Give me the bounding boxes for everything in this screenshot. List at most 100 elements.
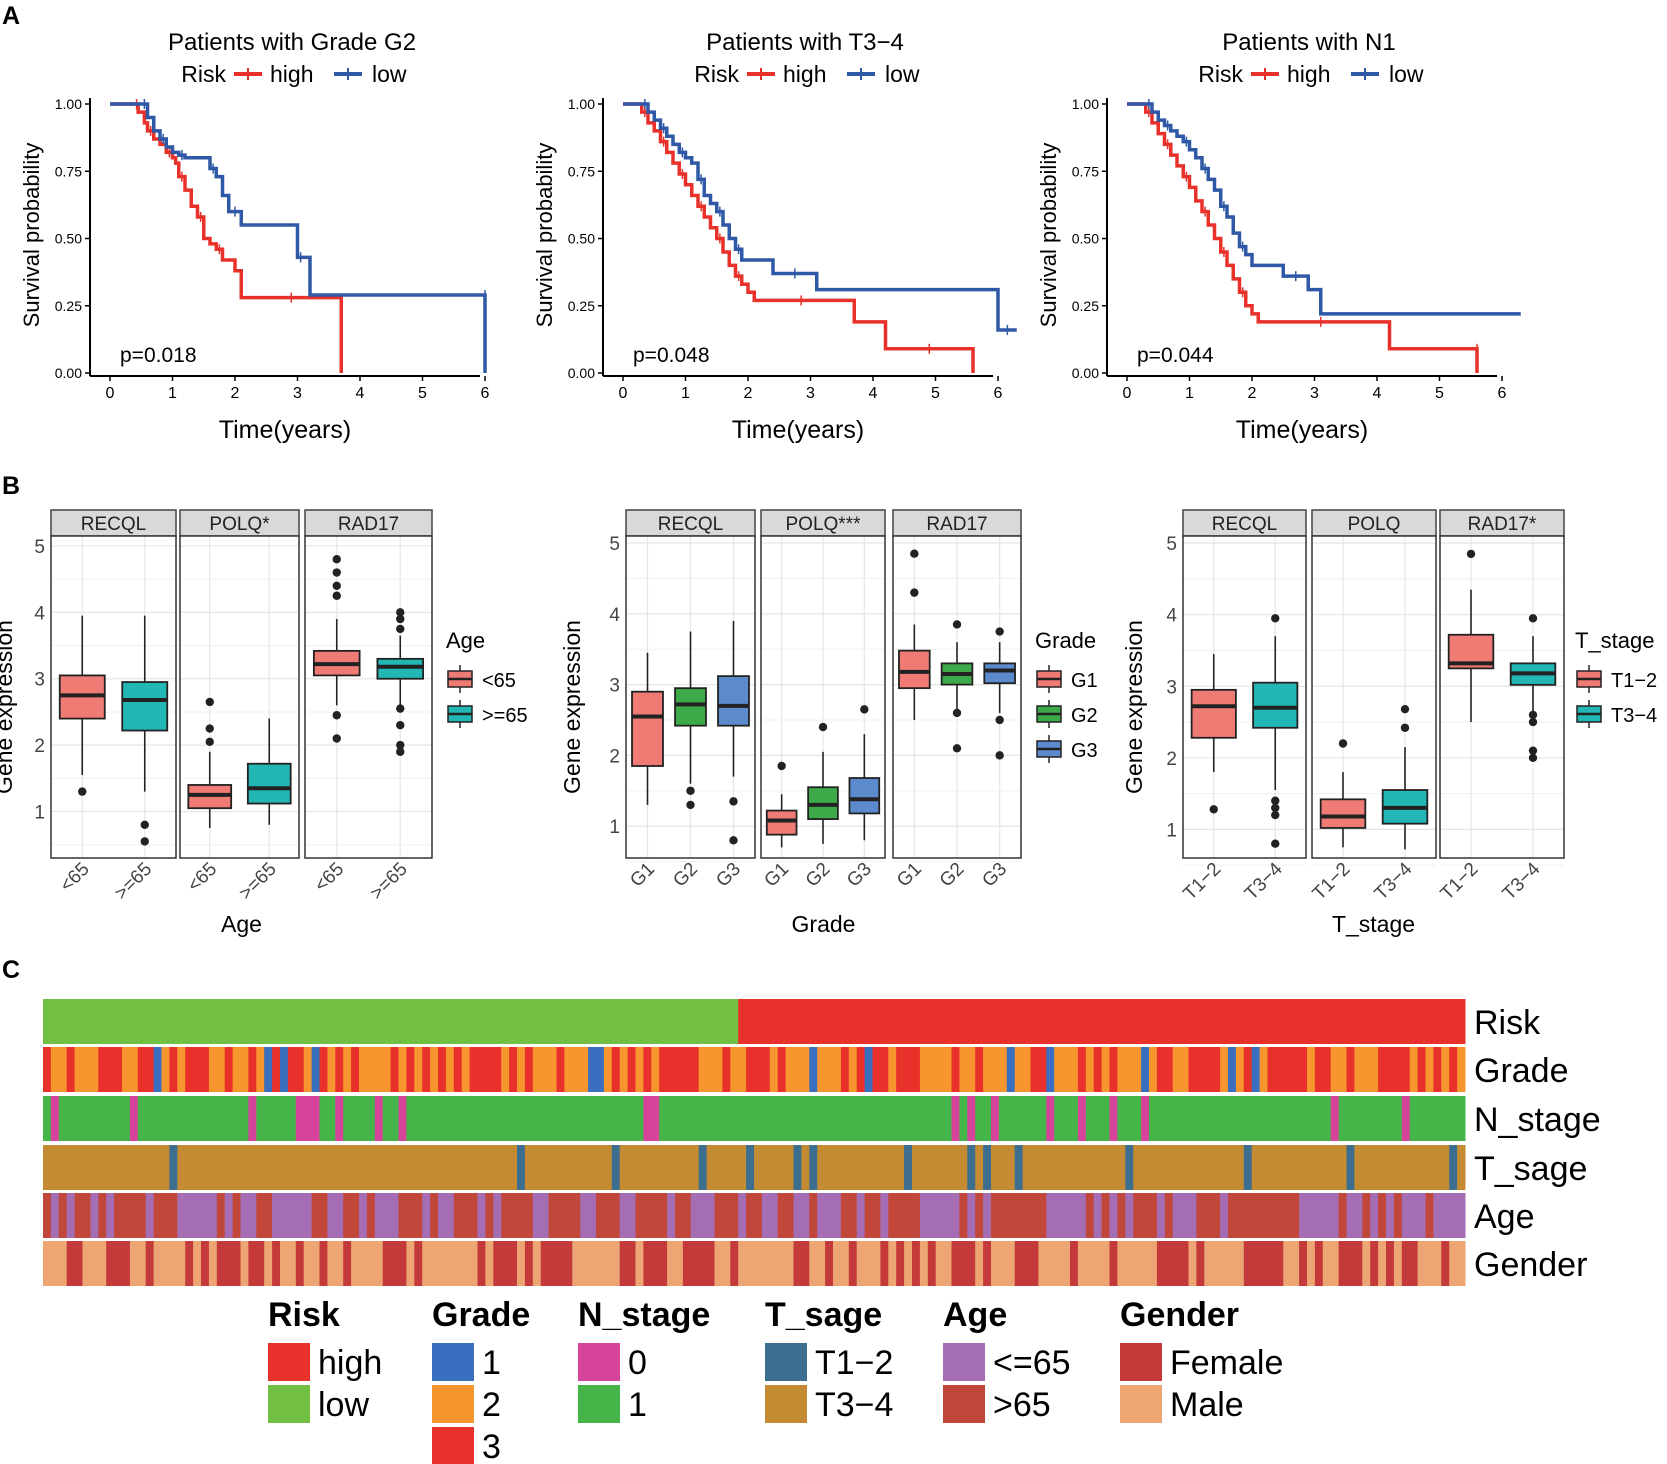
heatmap-cell-risk: [738, 999, 1466, 1044]
km-x-tick-label: 2: [744, 385, 753, 402]
km-y-tick-label: 0.75: [568, 163, 595, 179]
facet-strip-label: RECQL: [1212, 514, 1277, 535]
heatmap-cell-grade: [659, 1047, 700, 1092]
heatmap-cell-age: [967, 1193, 976, 1238]
box-x-tick-label: G2: [936, 859, 969, 892]
heatmap-cell-gender: [1070, 1241, 1079, 1286]
heatmap-cell-n_stage: [959, 1096, 968, 1141]
heatmap-cell-gender: [201, 1241, 210, 1286]
heatmap-cell-age: [690, 1193, 715, 1238]
km-x-axis-title: Time(years): [1236, 416, 1368, 444]
box-legend-label: T3−4: [1611, 705, 1657, 727]
heatmap-cell-t_sage: [177, 1145, 518, 1190]
heatmap-legend-label: low: [318, 1386, 369, 1424]
heatmap-cell-t_sage: [1346, 1145, 1355, 1190]
km-legend-title: Risk: [694, 61, 739, 87]
heatmap-cell-t_sage: [619, 1145, 700, 1190]
heatmap-cell-grade: [98, 1047, 123, 1092]
heatmap-cell-gender: [1338, 1241, 1363, 1286]
heatmap-legend-label: 1: [482, 1344, 501, 1382]
heatmap-cell-gender: [106, 1241, 131, 1286]
heatmap-cell-gender: [240, 1241, 249, 1286]
km-curve-high: [1127, 102, 1479, 373]
facet-strip: [304, 509, 433, 537]
heatmap-cell-grade: [272, 1047, 281, 1092]
box-legend-label: G1: [1071, 670, 1098, 692]
heatmap-cell-age: [548, 1193, 581, 1238]
box-outlier: [205, 724, 214, 733]
heatmap-cell-grade: [635, 1047, 644, 1092]
box-y-tick-label: 4: [609, 605, 620, 626]
heatmap-legend-label: high: [318, 1344, 382, 1382]
heatmap-cell-n_stage: [1330, 1096, 1340, 1141]
heatmap-cell-grade: [698, 1047, 723, 1092]
heatmap-cell-age: [501, 1193, 534, 1238]
box-outlier: [952, 744, 962, 753]
heatmap-cell-gender: [572, 1241, 621, 1286]
km-y-tick-label: 0.00: [55, 365, 82, 381]
box-iqr->=65: [246, 762, 292, 805]
heatmap-cell-grade: [983, 1047, 1008, 1092]
heatmap-cell-gender: [319, 1241, 328, 1286]
heatmap-cell-gender: [682, 1241, 715, 1286]
heatmap-cell-n_stage: [1085, 1096, 1110, 1141]
heatmap-cell-grade: [66, 1047, 76, 1092]
heatmap-cell-grade: [1228, 1047, 1237, 1092]
heatmap-cell-grade: [1077, 1047, 1087, 1092]
heatmap-cell-gender: [635, 1241, 644, 1286]
km-y-tick-label: 1.00: [1072, 96, 1099, 112]
heatmap-cell-age: [1425, 1193, 1434, 1238]
heatmap-cell-age: [398, 1193, 423, 1238]
heatmap-cell-grade: [959, 1047, 976, 1092]
heatmap-cell-n_stage: [1117, 1096, 1142, 1141]
facet-strip: [892, 509, 1022, 537]
heatmap-cell-n_stage: [1149, 1096, 1332, 1141]
km-curve-high: [623, 102, 975, 373]
heatmap-cell-gender: [82, 1241, 107, 1286]
heatmap-cell-t_sage: [975, 1145, 984, 1190]
box-y-tick-label: 1: [1166, 820, 1177, 841]
box-outlier: [205, 737, 214, 747]
heatmap-cell-grade: [1267, 1047, 1308, 1092]
heatmap-cell-grade: [524, 1047, 534, 1092]
heatmap-cell-t_sage: [912, 1145, 968, 1190]
heatmap-cell-grade: [327, 1047, 336, 1092]
km-x-tick-label: 0: [106, 385, 115, 402]
heatmap-cell-age: [114, 1193, 147, 1238]
heatmap-cell-age: [1196, 1193, 1221, 1238]
box-outlier: [686, 800, 695, 810]
heatmap-legend-title: Risk: [268, 1296, 340, 1334]
km-x-tick-label: 5: [418, 385, 427, 402]
box-x-tick-label: G3: [843, 859, 876, 892]
box-outlier: [396, 608, 405, 617]
heatmap-cell-n_stage: [1409, 1096, 1466, 1141]
heatmap-cell-age: [1386, 1193, 1395, 1238]
km-legend-low-label: low: [372, 61, 407, 87]
km-pvalue: p=0.044: [1137, 344, 1214, 367]
km-x-tick-label: 4: [356, 385, 365, 402]
box-outlier: [140, 820, 149, 830]
heatmap-legend-label: T3−4: [815, 1386, 893, 1424]
km-title: Patients with N1: [1222, 29, 1395, 56]
heatmap-cell-age: [58, 1193, 68, 1238]
km-title: Patients with Grade G2: [168, 29, 416, 56]
box-outlier: [396, 747, 405, 756]
heatmap-legend-label: 1: [628, 1386, 647, 1424]
heatmap-cell-gender: [738, 1241, 794, 1286]
box-y-tick-label: 1: [34, 803, 45, 824]
heatmap-cell-grade: [122, 1047, 139, 1092]
heatmap-cell-t_sage: [1457, 1145, 1466, 1190]
heatmap-cell-grade: [1030, 1047, 1047, 1092]
heatmap-cell-n_stage: [1401, 1096, 1411, 1141]
km-x-tick-label: 0: [619, 385, 628, 402]
heatmap-cell-age: [366, 1193, 376, 1238]
km-y-tick-label: 1.00: [568, 96, 595, 112]
heatmap-cell-age: [327, 1193, 344, 1238]
heatmap-cell-age: [430, 1193, 439, 1238]
heatmap-cell-grade: [287, 1047, 305, 1092]
heatmap-cell-grade: [501, 1047, 510, 1092]
box-iqr-G1: [631, 690, 664, 767]
km-curve-low: [623, 102, 1017, 332]
km-x-tick-label: 2: [1248, 385, 1257, 402]
heatmap-cell-gender: [1322, 1241, 1340, 1286]
